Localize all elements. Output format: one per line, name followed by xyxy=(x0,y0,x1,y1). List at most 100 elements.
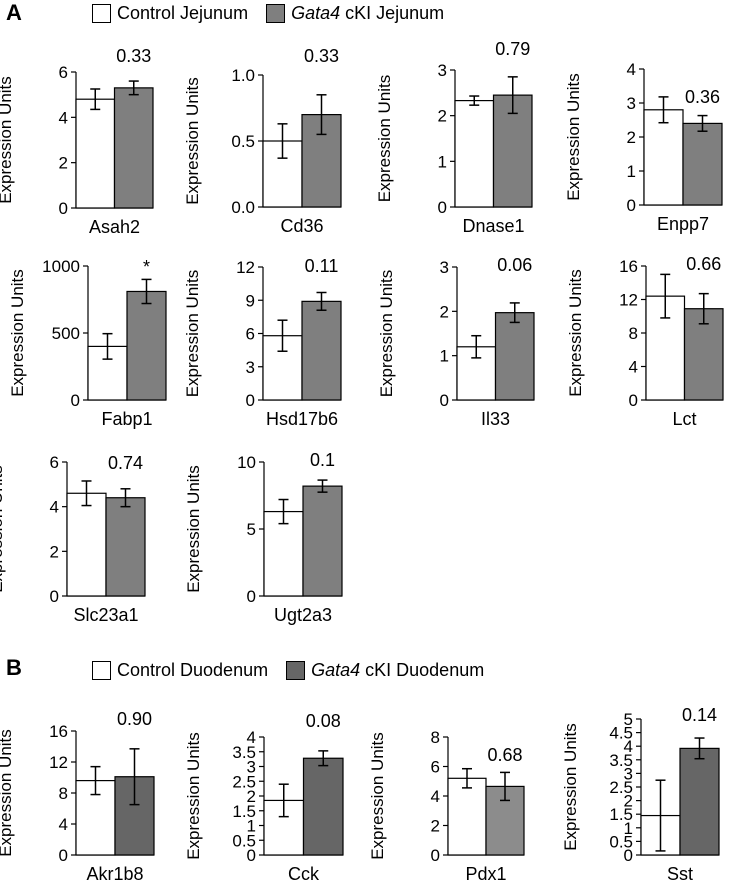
error-bar xyxy=(316,94,327,136)
gene-label: Lct xyxy=(672,409,696,429)
bar-cki xyxy=(302,757,344,856)
legend-label-cki: Gata4 cKI Duodenum xyxy=(311,660,484,681)
y-tick-label: 6 xyxy=(246,325,255,344)
y-tick-label: 0.5 xyxy=(609,832,633,851)
y-tick-label: 3 xyxy=(438,61,447,80)
y-tick-label: 3 xyxy=(440,258,449,277)
legend-gene-name: Gata4 xyxy=(291,2,341,23)
error-bar xyxy=(277,319,288,352)
bar-cki xyxy=(679,747,720,856)
y-tick-label: 2 xyxy=(438,107,447,126)
error-bar xyxy=(316,291,327,311)
bar-chart-ugt2a3: Expression Units 0 5 10 0.1 Ugt2a3 xyxy=(184,450,343,625)
y-tick-label: 5 xyxy=(624,710,633,729)
gene-label: Slc23a1 xyxy=(73,605,138,625)
error-bar xyxy=(90,88,101,111)
bar-control xyxy=(643,109,684,206)
error-bar xyxy=(278,498,289,525)
p-value-label: 0.06 xyxy=(497,255,532,275)
p-value-label: 0.66 xyxy=(686,254,721,274)
error-bar xyxy=(129,748,140,806)
error-bar xyxy=(462,767,472,789)
y-tick-label: 16 xyxy=(49,722,68,741)
y-tick-label: 1.5 xyxy=(232,802,256,821)
legend-panel-a: Control Jejunum Gata4 cKI Jejunum xyxy=(92,1,462,25)
gene-label: Hsd17b6 xyxy=(266,409,338,429)
error-bar xyxy=(128,80,139,96)
y-tick-label: 0 xyxy=(629,391,638,410)
y-tick-label: 0.0 xyxy=(231,198,255,217)
y-axis-label: Expression Units xyxy=(566,269,585,397)
y-tick-label: 2 xyxy=(247,787,256,806)
y-axis-label: Expression Units xyxy=(184,732,203,860)
error-bar xyxy=(90,765,101,796)
error-bar xyxy=(102,332,113,360)
y-axis-label: Expression Units xyxy=(0,729,15,857)
y-tick-label: 3 xyxy=(246,358,255,377)
y-tick-label: 3 xyxy=(247,758,256,777)
y-tick-label: 2 xyxy=(59,154,68,173)
bar-chart-akr1b8: Expression Units 0 4 8 12 16 0.90 Akr1b8 xyxy=(0,709,155,884)
p-value-label: 0.33 xyxy=(304,46,339,66)
bar-cki xyxy=(301,300,342,401)
legend-label-control: Control Duodenum xyxy=(117,659,269,680)
y-tick-label: 2 xyxy=(431,817,440,836)
y-tick-label: 0 xyxy=(247,587,256,606)
bar-chart-enpp7: Expression Units 0 1 2 3 4 0.36 Enpp7 xyxy=(564,60,723,234)
gene-label: Ugt2a3 xyxy=(274,605,332,625)
error-bar xyxy=(317,479,328,493)
y-axis-label: Expression Units xyxy=(375,75,394,203)
y-axis-label: Expression Units xyxy=(8,269,27,397)
y-tick-label: 9 xyxy=(246,291,255,310)
error-bar xyxy=(318,750,329,767)
bar-chart-hsd17b6: Expression Units 0 3 6 9 12 0.11 Hsd17b6 xyxy=(183,256,342,429)
y-axis-label: Expression Units xyxy=(184,465,203,593)
p-value-label: 0.11 xyxy=(305,256,339,276)
y-tick-label: 4 xyxy=(59,108,68,127)
y-tick-label: 1 xyxy=(440,347,449,366)
y-tick-label: 6 xyxy=(50,453,59,472)
y-tick-label: 3 xyxy=(624,764,633,783)
gene-label: Akr1b8 xyxy=(86,864,143,884)
y-tick-label: 4 xyxy=(50,498,59,517)
gene-label: Pdx1 xyxy=(465,864,506,884)
legend-label-cki-rest: cKI Jejunum xyxy=(340,2,445,23)
error-bar xyxy=(694,737,705,760)
y-axis-label: Expression Units xyxy=(183,270,202,398)
legend-swatch-cki xyxy=(266,3,286,23)
y-tick-label: 1 xyxy=(627,162,636,181)
y-tick-label: 4 xyxy=(247,728,256,747)
y-axis-label: Expression Units xyxy=(0,76,15,204)
legend-gene-name: Gata4 xyxy=(311,659,361,680)
error-bar xyxy=(278,783,289,818)
error-bar xyxy=(658,96,669,124)
y-tick-label: 1.0 xyxy=(231,66,255,85)
y-tick-label: 1 xyxy=(438,152,447,171)
y-tick-label: 1 xyxy=(247,817,256,836)
p-value-label: 0.36 xyxy=(685,87,720,107)
y-tick-label: 4.5 xyxy=(609,724,633,743)
y-tick-label: 6 xyxy=(431,758,440,777)
y-tick-label: 0 xyxy=(624,846,633,865)
bar-chart-dnase1: Expression Units 0 1 2 3 0.79 Dnase1 xyxy=(375,39,533,236)
bar-cki xyxy=(302,485,343,597)
legend-label-cki-rest: cKI Duodenum xyxy=(360,659,485,680)
y-tick-label: 0 xyxy=(246,391,255,410)
y-tick-label: 12 xyxy=(49,753,68,772)
y-tick-label: 2 xyxy=(624,792,633,811)
y-tick-label: 10 xyxy=(237,453,256,472)
y-tick-label: 4 xyxy=(627,60,636,79)
bar-cki xyxy=(126,290,167,401)
legend-swatch-cki xyxy=(286,660,306,680)
p-value-label: 0.33 xyxy=(116,46,151,66)
p-value-label: * xyxy=(143,257,150,277)
y-tick-label: 2 xyxy=(50,542,59,561)
error-bar xyxy=(120,488,131,508)
y-tick-label: 0 xyxy=(627,196,636,215)
bar-chart-cd36: Expression Units 0.0 0.5 1.0 0.33 Cd36 xyxy=(183,46,342,236)
y-tick-label: 0 xyxy=(438,198,447,217)
p-value-label: 0.68 xyxy=(487,745,522,765)
y-axis-label: Expression Units xyxy=(183,77,202,205)
y-tick-label: 4 xyxy=(431,787,440,806)
y-tick-label: 3 xyxy=(627,94,636,113)
